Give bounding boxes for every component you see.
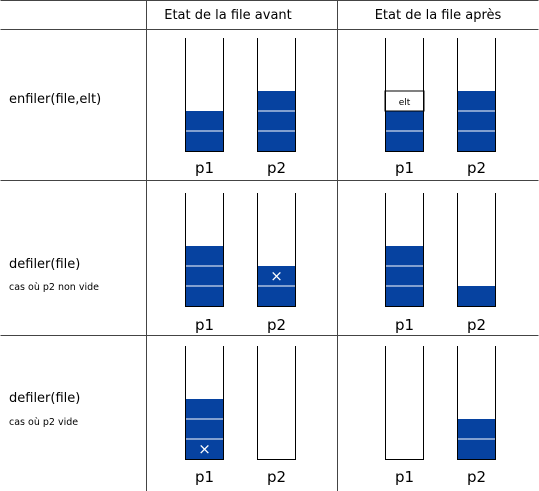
row-3-note: cas où p2 vide [9,417,78,428]
stack-label-p1: p1 [195,316,214,334]
stack-container [457,193,496,307]
stack-container [257,193,296,307]
new-element-label: elt [399,98,411,108]
stack-label-p2: p2 [267,468,286,486]
stack-container [185,38,224,152]
stack-label-p2: p2 [267,159,286,177]
stack-fill [185,399,224,459]
removed-element-mark: × [198,440,211,458]
stack-label-p2: p2 [267,316,286,334]
stack-label-p1: p1 [395,316,414,334]
row-2-note: cas où p2 non vide [9,282,99,293]
stack-container [185,346,224,460]
row-2-operation: defiler(file) [9,257,80,272]
stack-fill [457,91,496,151]
stacks-layer: p1 p2 elt p1 p2 p1 × p2 p1 p2 × p1 p2 p1 p2 [185,38,496,486]
stack-fill [457,286,496,306]
stack-container [457,38,496,152]
stack-container [457,346,496,460]
stack-container [385,346,424,460]
stack-label-p2: p2 [467,316,486,334]
stack-container [257,346,296,460]
stack-label-p1: p1 [195,159,214,177]
stack-label-p1: p1 [395,468,414,486]
stack-container [385,193,424,307]
removed-element-mark: × [270,267,283,285]
stack-fill [257,91,296,151]
header-after: Etat de la file après [375,8,502,23]
stack-label-p1: p1 [395,159,414,177]
header-before: Etat de la file avant [164,8,292,23]
stack-fill [185,246,224,306]
stack-container [257,38,296,152]
stack-label-p1: p1 [195,468,214,486]
row-1-operation: enfiler(file,elt) [9,92,101,107]
row-3-operation: defiler(file) [9,391,80,406]
stack-fill [385,246,424,306]
stack-label-p2: p2 [467,468,486,486]
stack-container [185,193,224,307]
stack-container [385,38,424,152]
stack-label-p2: p2 [467,159,486,177]
